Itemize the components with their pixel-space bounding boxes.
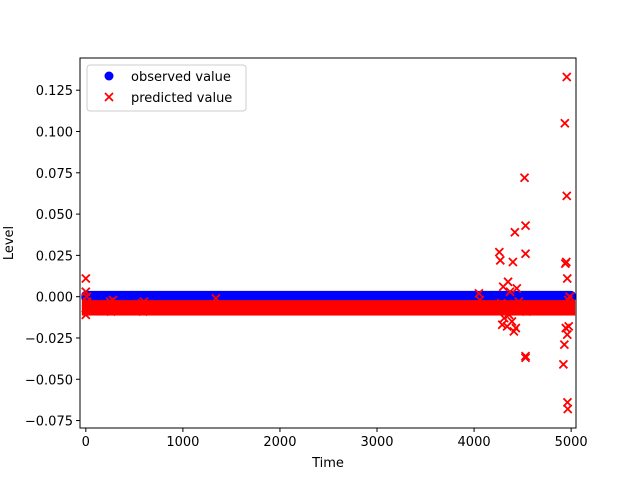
predicted-value-point [512, 283, 522, 294]
predicted-value-point [558, 359, 569, 370]
x-tick-label: 0 [82, 435, 90, 450]
y-tick-label: 0.000 [36, 291, 73, 306]
y-tick-label: −0.025 [25, 332, 73, 347]
predicted-value-point [507, 316, 517, 327]
x-tick-label: 4000 [458, 435, 491, 450]
predicted-value-point [82, 297, 92, 307]
predicted-value-point [236, 300, 246, 310]
predicted-value-point [475, 295, 485, 305]
series-points [81, 72, 575, 414]
predicted-value-point [503, 277, 513, 287]
predicted-value-point [511, 323, 521, 333]
predicted-value-point [565, 300, 575, 310]
predicted-value-point [520, 351, 531, 361]
predicted-value-point [559, 339, 569, 350]
y-tick-label: 0.100 [36, 126, 73, 141]
predicted-value-point [108, 295, 118, 305]
axes-frame [79, 57, 577, 429]
predicted-value-point [212, 305, 222, 315]
predicted-value-point [149, 301, 159, 312]
predicted-value-point [495, 255, 505, 265]
predicted-value-point [562, 273, 572, 284]
y-tick-label: 0.050 [36, 208, 73, 223]
predicted-value-point [81, 273, 91, 284]
predicted-value-point [505, 287, 515, 297]
predicted-value-point [520, 221, 531, 231]
predicted-value-point [510, 227, 520, 237]
predicted-value-point [521, 306, 532, 317]
predicted-value-point [560, 118, 570, 128]
legend-marker-observed [104, 71, 114, 81]
predicted-value-point [496, 298, 506, 308]
predicted-value-point [520, 249, 531, 259]
y-axis-label: Level [2, 226, 17, 260]
predicted-value-point [562, 72, 572, 82]
predicted-value-point [563, 404, 573, 414]
legend-label-predicted: predicted value [131, 91, 232, 106]
legend-box [86, 64, 247, 112]
predicted-value-point [504, 310, 514, 320]
y-axis-ticks: −0.075 −0.050 −0.025 0.000 0.025 0.050 0.075 0.… [25, 84, 80, 430]
predicted-value-point [562, 330, 572, 340]
predicted-value-point [564, 321, 574, 332]
y-tick-label: 0.025 [36, 249, 73, 264]
x-axis-label: Time [311, 456, 344, 471]
predicted-value-point [514, 297, 524, 307]
predicted-value-point [520, 353, 531, 363]
y-tick-label: 0.075 [36, 167, 73, 182]
predicted-value-point [561, 257, 571, 267]
y-tick-label: −0.050 [25, 373, 73, 388]
series-bands [81, 290, 576, 316]
predicted-value-point [508, 257, 518, 267]
legend-label-observed: observed value [131, 70, 231, 85]
predicted-value-point [562, 191, 572, 201]
x-tick-label: 1000 [166, 435, 199, 450]
predicted-value-point [565, 292, 575, 302]
y-tick-label: 0.125 [36, 84, 73, 99]
predicted-value-point [81, 305, 91, 315]
x-tick-label: 2000 [263, 435, 296, 450]
predicted-value-point [246, 301, 256, 312]
x-axis-ticks: 0 1000 2000 3000 4000 5000 [82, 428, 588, 450]
predicted-value-point [506, 301, 516, 312]
predicted-value-point [158, 301, 169, 312]
x-tick-label: 3000 [360, 435, 393, 450]
predicted-value-point [139, 297, 149, 307]
x-tick-label: 5000 [555, 435, 588, 450]
observed-value-band [81, 290, 576, 303]
predicted-value-point [211, 293, 221, 303]
predicted-value-band [81, 300, 576, 316]
legend: observed value predicted value [86, 64, 247, 112]
predicted-value-point [519, 173, 530, 183]
legend-marker-predicted [104, 92, 114, 102]
y-tick-label: −0.075 [25, 415, 73, 430]
predicted-value-point [494, 247, 504, 257]
predicted-value-point [138, 306, 148, 317]
